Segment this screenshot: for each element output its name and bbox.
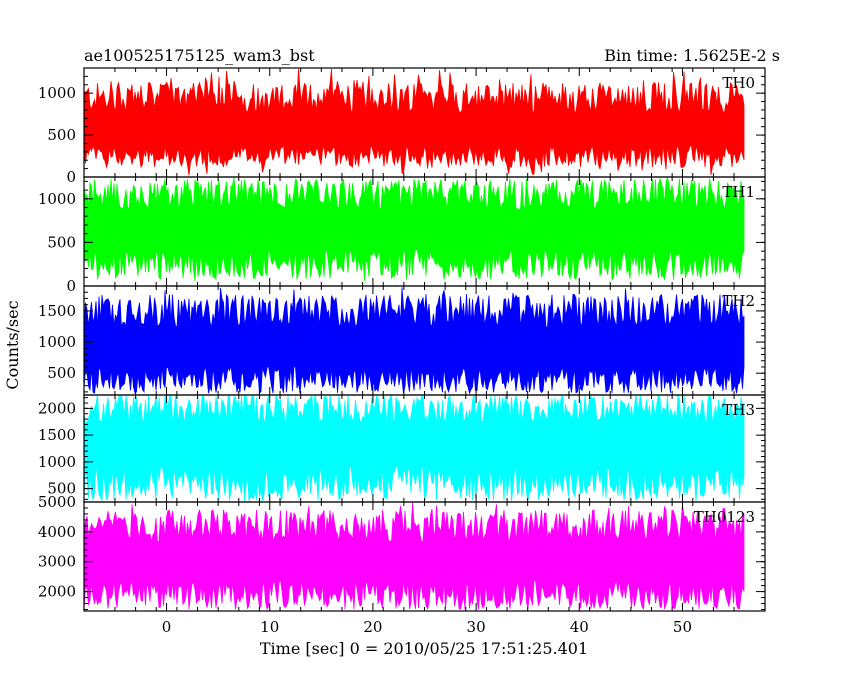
series-th0123-trace <box>84 502 745 611</box>
y-tick-label: 1500 <box>38 302 76 320</box>
series-th0-trace <box>84 68 745 176</box>
panel-th0: 0 500 1000 TH0 <box>38 67 766 186</box>
series-label-th0123: TH0123 <box>694 508 755 526</box>
panel-th3: 500 1000 1500 2000 TH3 <box>38 394 766 503</box>
x-tick-label: 10 <box>260 618 279 636</box>
y-tick-label: 4000 <box>38 523 76 541</box>
series-th3-trace <box>84 395 745 502</box>
y-axis-title: Counts/sec <box>3 300 22 389</box>
y-tick-label: 1000 <box>38 453 76 471</box>
y-tick-label: 3000 <box>38 553 76 571</box>
y-tick-label: 500 <box>47 364 76 382</box>
panel-th2: 500 1000 1500 TH2 <box>38 285 766 396</box>
y-tick-label: 1500 <box>38 426 76 444</box>
y-tick-label: 2000 <box>38 583 76 601</box>
x-tick-label: 40 <box>570 618 589 636</box>
series-label-th2: TH2 <box>722 292 755 310</box>
bin-time-label: Bin time: 1.5625E-2 s <box>604 46 780 65</box>
panel-th0123: 2000 3000 4000 5000 TH0123 <box>38 493 766 612</box>
series-th2-trace <box>84 287 745 395</box>
x-tick-label: 50 <box>673 618 692 636</box>
x-axis-title: Time [sec] 0 = 2010/05/25 17:51:25.401 <box>260 639 588 658</box>
y-tick-label: 1000 <box>38 190 76 208</box>
x-tick-label: 20 <box>363 618 382 636</box>
series-label-th1: TH1 <box>722 183 755 201</box>
y-tick-label: 2000 <box>38 399 76 417</box>
y-tick-label: 1000 <box>38 84 76 102</box>
y-tick-label: 500 <box>47 480 76 498</box>
panel-th1: 0 500 1000 TH1 <box>38 176 766 295</box>
y-tick-label: 500 <box>47 233 76 251</box>
y-tick-label: 0 <box>66 168 76 186</box>
y-tick-label: 0 <box>66 277 76 295</box>
y-tick-label: 500 <box>47 126 76 144</box>
series-th1-trace <box>84 177 745 281</box>
y-tick-label: 5000 <box>38 493 76 511</box>
chart-title: ae100525175125_wam3_bst <box>84 46 315 65</box>
y-tick-label: 1000 <box>38 333 76 351</box>
x-tick-label: 30 <box>467 618 486 636</box>
series-label-th0: TH0 <box>722 74 755 92</box>
series-label-th3: TH3 <box>722 401 755 419</box>
x-tick-label: 0 <box>162 618 172 636</box>
